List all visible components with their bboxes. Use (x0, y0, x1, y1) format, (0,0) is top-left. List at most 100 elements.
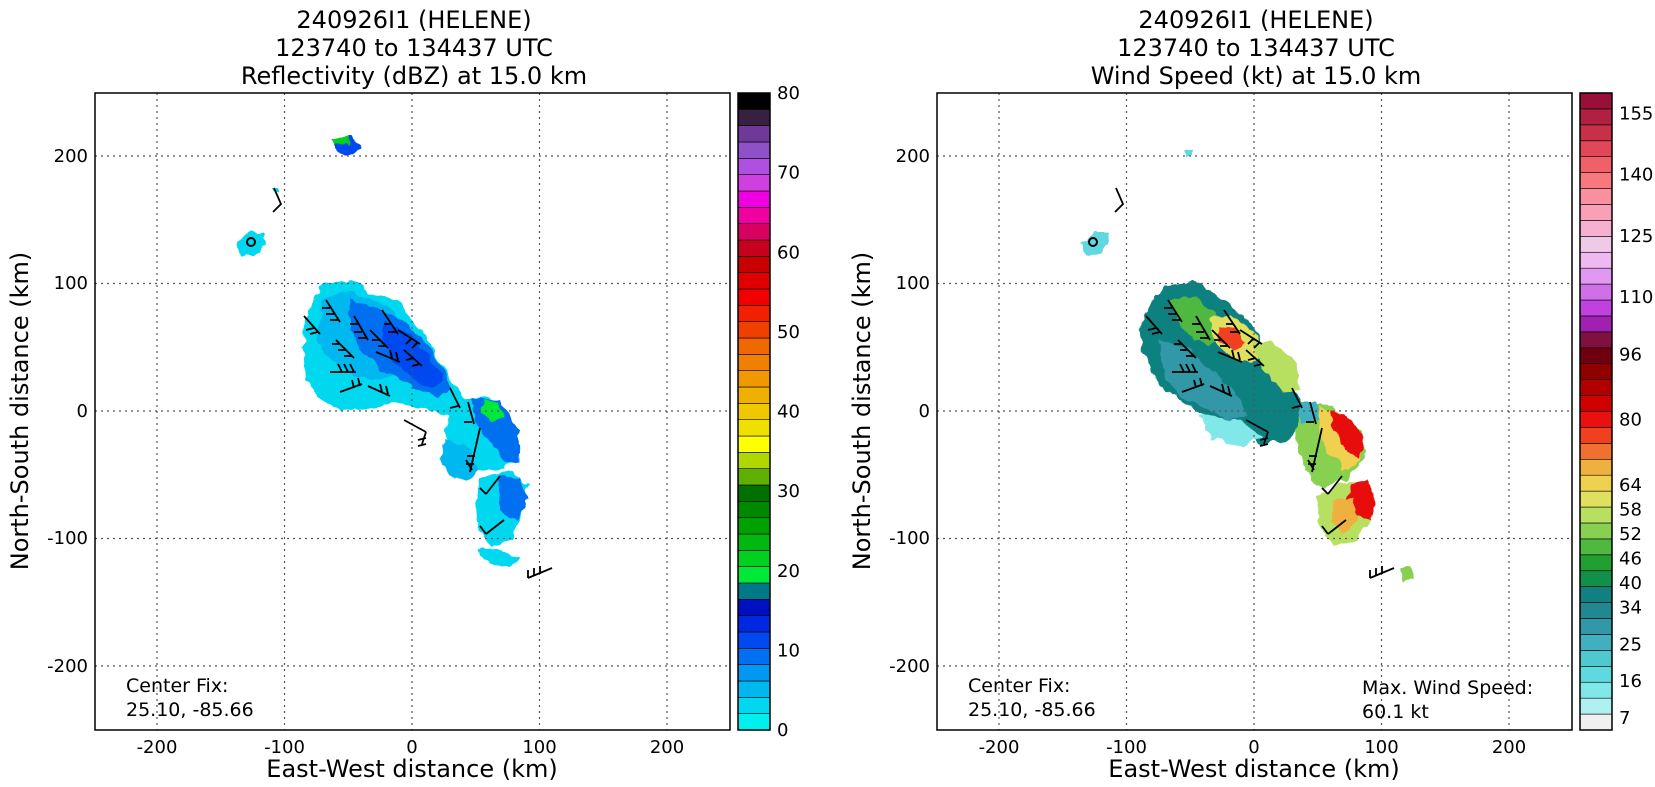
x-tick-label: 200 (1492, 737, 1526, 758)
colorbar-tick-label: 40 (777, 402, 800, 423)
wind-speed-field (1082, 152, 1414, 582)
y-tick-label: 200 (896, 146, 930, 167)
panel-1-colorbar (737, 92, 771, 731)
wind-region-speck (1186, 152, 1192, 156)
colorbar-bin (737, 207, 771, 224)
wind-region-isolated-east (1400, 566, 1414, 582)
colorbar-bin (1579, 172, 1613, 189)
colorbar-bin (1579, 713, 1613, 731)
wind-barb (403, 349, 423, 367)
colorbar-bin (737, 484, 771, 502)
colorbar-tick-label: 80 (777, 83, 800, 104)
colorbar-bin (737, 386, 771, 404)
colorbar-bin (737, 354, 771, 371)
panel-2-title-line-3: Wind Speed (kt) at 15.0 km (1091, 62, 1422, 90)
wind-region-isolated-west (1082, 232, 1108, 256)
wind-barb (1369, 566, 1395, 579)
center-fix-marker (1088, 237, 1098, 247)
colorbar-bin (1579, 108, 1613, 126)
colorbar-bin (737, 223, 771, 241)
wind-barb (1192, 315, 1211, 341)
center-fix-value: 25.10, -85.66 (968, 699, 1096, 721)
panel-2-title-line-1: 240926I1 (HELENE) (1138, 6, 1373, 34)
colorbar-bin (737, 125, 771, 143)
x-tick-label: -200 (137, 737, 178, 758)
wind-barb (1307, 427, 1323, 473)
y-tick-label: 100 (54, 273, 88, 294)
wind-barb (1164, 299, 1183, 323)
y-tick-label: 0 (77, 401, 88, 422)
x-tick-label: -200 (979, 737, 1020, 758)
colorbar-tick-label: 34 (1619, 598, 1642, 619)
center-fix-marker (246, 237, 256, 247)
panel-wind-speed: 240926I1 (HELENE) 123740 to 134437 UTC W… (848, 6, 1653, 783)
y-tick-label: -100 (47, 528, 88, 549)
wind-barb (322, 299, 341, 323)
colorbar-tick-label: 46 (1619, 549, 1642, 570)
colorbar-frame (1579, 92, 1613, 731)
colorbar-bin (737, 403, 771, 420)
colorbar-bin (1579, 363, 1613, 380)
x-tick-label: -100 (264, 737, 305, 758)
colorbar-bin (737, 305, 771, 322)
panel-1-grid (95, 93, 730, 730)
colorbar-bin (737, 680, 771, 698)
y-tick-label: -200 (889, 656, 930, 677)
colorbar-bin (1579, 331, 1613, 349)
wind-barb (1223, 309, 1241, 335)
colorbar-bin (1579, 443, 1613, 460)
colorbar-bin (1579, 299, 1613, 317)
colorbar-bin (1579, 586, 1613, 603)
panel-2-plot-frame (936, 92, 1573, 731)
panel-1-y-axis-label: North-South distance (km) (6, 252, 34, 571)
wind-barb (330, 363, 356, 373)
panel-2-title-line-2: 123740 to 134437 UTC (1117, 34, 1395, 62)
colorbar-bin (1579, 188, 1613, 205)
colorbar-bin (737, 550, 771, 567)
colorbar-bin (737, 435, 771, 453)
colorbar-bin (1579, 283, 1613, 301)
colorbar-bin (1579, 602, 1613, 619)
colorbar-bin (1579, 427, 1613, 444)
colorbar-tick-label: 125 (1619, 226, 1653, 247)
colorbar-tick-label: 30 (777, 481, 800, 502)
colorbar-bin (1579, 140, 1613, 157)
wind-barb (479, 475, 501, 495)
colorbar-bin (1579, 395, 1613, 412)
colorbar-bin (737, 174, 771, 192)
echo-region-isolated-west (236, 232, 266, 256)
x-tick-label: 100 (522, 737, 556, 758)
colorbar-bin (1579, 236, 1613, 253)
wind-region-mid-c (1330, 410, 1364, 460)
wind-barb (1321, 475, 1343, 495)
colorbar-bin (1579, 506, 1613, 524)
wind-barb (1145, 315, 1163, 335)
wind-barb (464, 401, 475, 425)
colorbar-bin (737, 501, 771, 518)
colorbar-bin (737, 615, 771, 633)
panel-2-y-axis-label: North-South distance (km) (848, 252, 876, 571)
y-tick-label: 200 (54, 146, 88, 167)
colorbar-bin (737, 419, 771, 437)
wind-barb (339, 377, 363, 393)
colorbar-bin (1579, 220, 1613, 237)
colorbar-bin (1579, 458, 1613, 476)
colorbar-bin (737, 288, 771, 306)
colorbar-bin (1579, 538, 1613, 556)
max-wind-speed-label: Max. Wind Speed: (1362, 677, 1533, 699)
center-fix-value: 25.10, -85.66 (126, 699, 254, 721)
wind-region-main-g (1200, 416, 1262, 448)
echo-region-mid-b (470, 398, 520, 462)
colorbar-bin (1579, 570, 1613, 587)
panel-1-title-line-1: 240926I1 (HELENE) (296, 6, 531, 34)
colorbar-tick-label: 50 (777, 322, 800, 343)
y-tick-label: -100 (889, 528, 930, 549)
panel-1-wind-barbs (272, 187, 553, 579)
colorbar-bin (1579, 315, 1613, 333)
colorbar-bin (1579, 267, 1613, 285)
colorbar-bin (1579, 92, 1613, 110)
wind-barb (272, 187, 283, 213)
wind-barb (1217, 349, 1243, 363)
panel-1-x-ticks: -200 -100 0 100 200 (137, 737, 685, 758)
